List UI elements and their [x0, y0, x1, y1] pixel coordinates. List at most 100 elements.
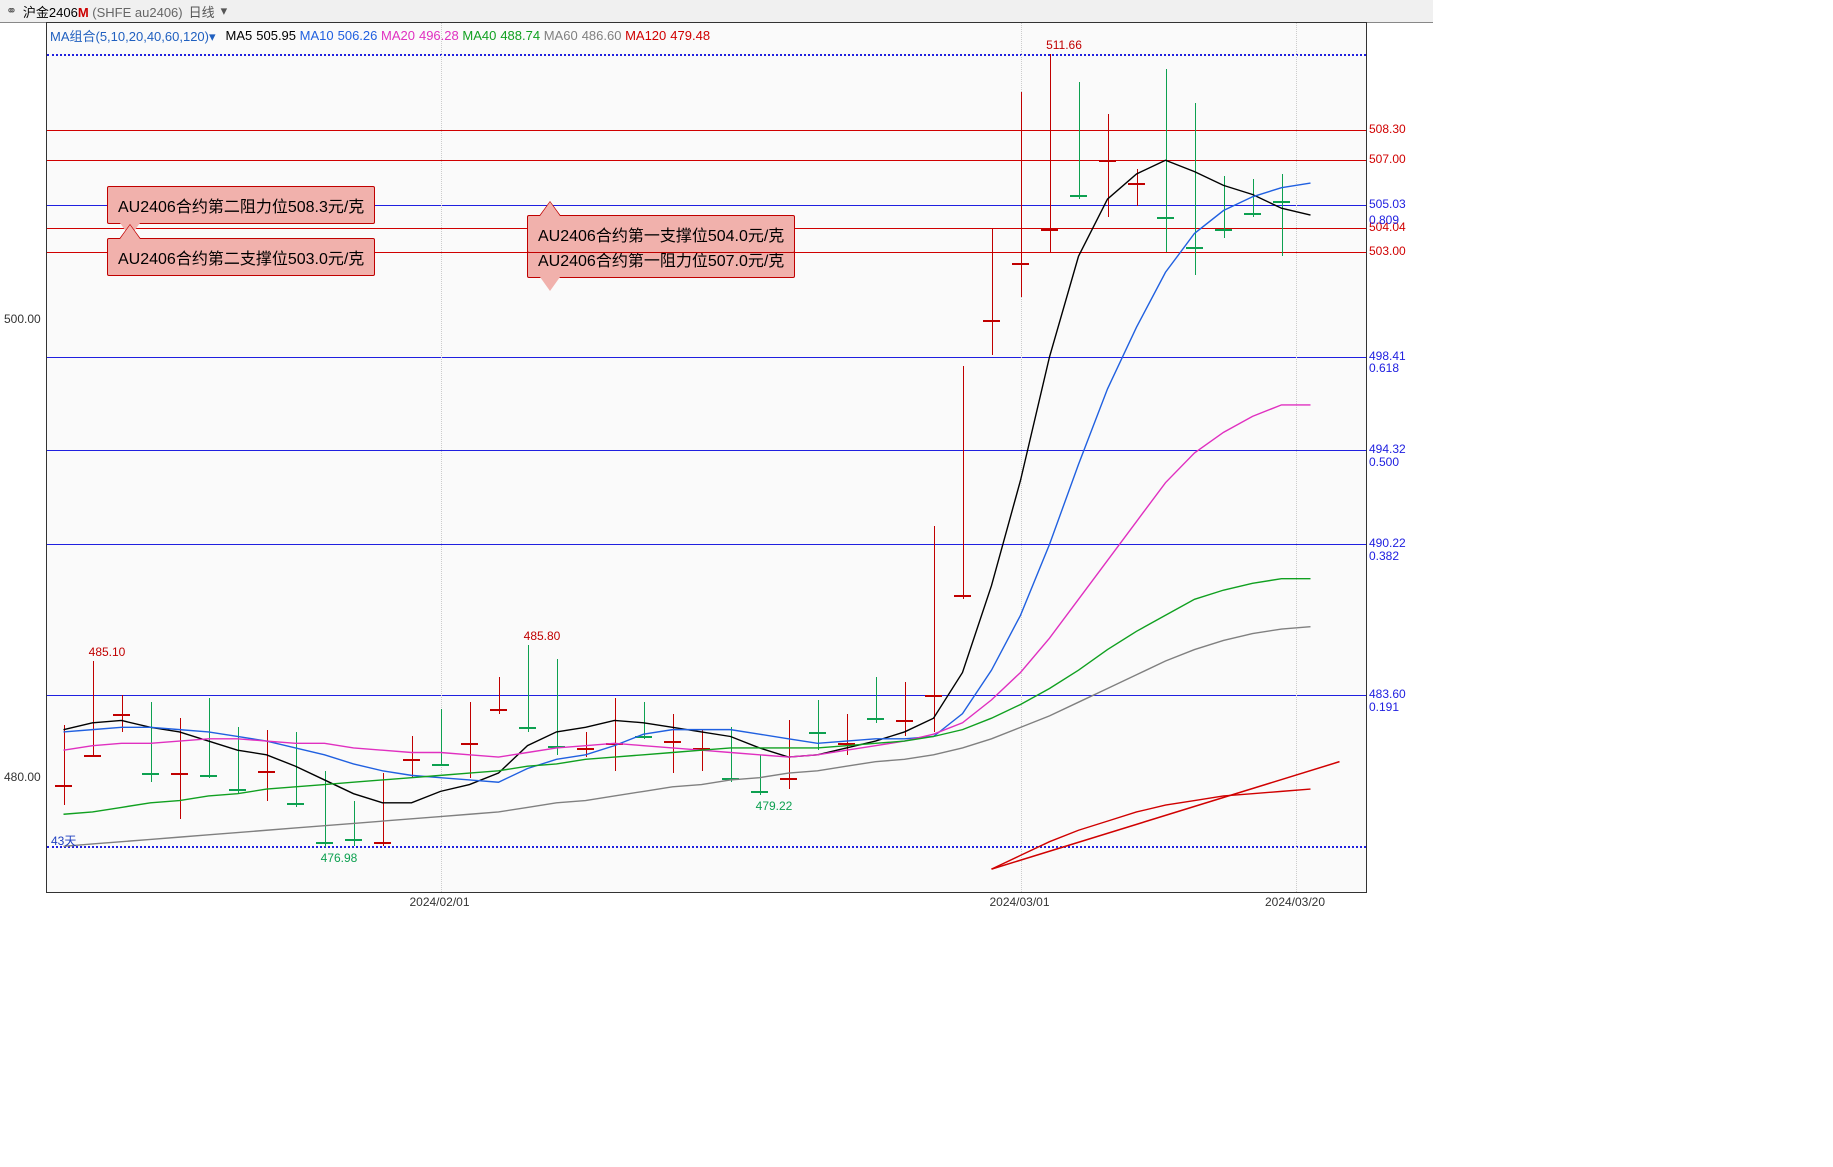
days-badge: 43天	[51, 832, 76, 849]
candle-body[interactable]	[635, 736, 652, 738]
candle-body[interactable]	[867, 718, 884, 720]
ma-legend-item: MA40488.74	[462, 28, 540, 43]
ma-lines-svg	[47, 23, 1366, 892]
candle-wick	[905, 682, 906, 737]
candle-wick	[1137, 169, 1138, 206]
ma-line-ma60	[64, 627, 1311, 847]
x-tick-date: 2024/02/01	[409, 895, 469, 909]
candle-body[interactable]	[403, 759, 420, 761]
candle-body[interactable]	[1215, 229, 1232, 231]
plot-area[interactable]: AU2406合约第二阻力位508.3元/克AU2406合约第一阻力位507.0元…	[46, 22, 1367, 893]
candle-wick	[383, 773, 384, 846]
candle-wick	[702, 730, 703, 771]
candle-body[interactable]	[577, 748, 594, 750]
candle-body[interactable]	[258, 771, 275, 773]
candle-body[interactable]	[693, 748, 710, 750]
candle-body[interactable]	[780, 778, 797, 780]
ma-legend-value: 486.60	[582, 28, 622, 43]
candle-body[interactable]	[1244, 213, 1261, 215]
link-icon: ⚭	[6, 3, 17, 19]
candle-body[interactable]	[983, 320, 1000, 322]
candle-wick	[267, 730, 268, 801]
candle-wick	[1079, 82, 1080, 199]
candle-body[interactable]	[1012, 263, 1029, 265]
candle-body[interactable]	[287, 803, 304, 805]
symbol-code: (SHFE au2406)	[92, 5, 182, 20]
y-tick-right: 0.618	[1369, 361, 1399, 375]
candle-body[interactable]	[200, 775, 217, 777]
candle-body[interactable]	[925, 695, 942, 697]
candle-body[interactable]	[1099, 160, 1116, 162]
ma-legend-item: MA60 486.60	[544, 28, 622, 43]
candle-body[interactable]	[896, 720, 913, 722]
candle-wick	[151, 702, 152, 782]
trough-label: 476.98	[321, 851, 358, 865]
peak-label: 511.66	[1046, 38, 1082, 52]
chevron-down-icon[interactable]: ▾	[221, 3, 228, 19]
fib-line	[47, 544, 1366, 545]
ma-legend-label: MA60	[544, 28, 578, 43]
candle-body[interactable]	[316, 842, 333, 844]
candle-body[interactable]	[1273, 201, 1290, 203]
candle-body[interactable]	[345, 839, 362, 841]
y-tick-right: 508.30	[1369, 122, 1406, 136]
candle-wick	[209, 698, 210, 778]
y-tick-right: 0.500	[1369, 455, 1399, 469]
candle-wick	[731, 727, 732, 782]
ma-legend-label: MA10	[300, 28, 334, 43]
y-tick-right: 507.00	[1369, 152, 1406, 166]
chart-header: ⚭ 沪金2406M (SHFE au2406) 日线 ▾	[0, 0, 1433, 23]
candle-wick	[557, 659, 558, 755]
candle-wick	[615, 698, 616, 771]
timeframe-label[interactable]: 日线	[189, 2, 215, 21]
candle-wick	[1166, 69, 1167, 252]
candle-body[interactable]	[548, 746, 565, 748]
resistance-line	[47, 160, 1366, 161]
y-tick-left: 480.00	[4, 770, 41, 784]
candle-body[interactable]	[55, 785, 72, 787]
candle-body[interactable]	[606, 743, 623, 745]
candle-body[interactable]	[954, 595, 971, 597]
ma-legend-value: 505.95	[256, 28, 296, 43]
candle-body[interactable]	[809, 732, 826, 734]
ma-combo-label[interactable]: MA组合(5,10,20,40,60,120)▾	[50, 26, 216, 45]
candle-body[interactable]	[1128, 183, 1145, 185]
hline-dotted	[47, 846, 1366, 848]
candle-wick	[1050, 54, 1051, 252]
symbol-name: 沪金2406	[23, 5, 78, 20]
ma-legend-item: MA5505.95	[226, 28, 297, 43]
ma-legend-item: MA120479.48	[625, 28, 710, 43]
chevron-down-icon[interactable]: ▾	[209, 29, 216, 44]
candle-body[interactable]	[171, 773, 188, 775]
candle-body[interactable]	[461, 743, 478, 745]
candle-body[interactable]	[838, 743, 855, 745]
candle-body[interactable]	[1070, 195, 1087, 197]
ma-legend-item: MA20496.28	[381, 28, 459, 43]
candle-wick	[412, 736, 413, 777]
candle-body[interactable]	[1157, 217, 1174, 219]
candle-body[interactable]	[374, 842, 391, 844]
trendline	[992, 762, 1340, 869]
ma-line-ma20	[64, 405, 1311, 757]
candle-body[interactable]	[722, 778, 739, 780]
ma-legend-value: 506.26	[338, 28, 378, 43]
candle-body[interactable]	[664, 741, 681, 743]
candle-body[interactable]	[142, 773, 159, 775]
chart-container: ⚭ 沪金2406M (SHFE au2406) 日线 ▾ MA组合(5,10,2…	[0, 0, 1433, 911]
candle-body[interactable]	[84, 755, 101, 757]
candle-body[interactable]	[1041, 229, 1058, 231]
ma-legend: MA组合(5,10,20,40,60,120)▾ MA5505.95 MA10 5…	[50, 26, 710, 45]
candle-body[interactable]	[519, 727, 536, 729]
candle-body[interactable]	[113, 714, 130, 716]
x-tick-date: 2024/03/01	[989, 895, 1049, 909]
candle-body[interactable]	[1186, 247, 1203, 249]
hline-dotted	[47, 54, 1366, 56]
candle-wick	[963, 366, 964, 599]
candle-wick	[818, 700, 819, 750]
candle-body[interactable]	[432, 764, 449, 766]
candle-body[interactable]	[751, 791, 768, 793]
candle-body[interactable]	[229, 789, 246, 791]
fib-line	[47, 357, 1366, 358]
candle-body[interactable]	[490, 709, 507, 711]
y-tick-right: 0.191	[1369, 700, 1399, 714]
